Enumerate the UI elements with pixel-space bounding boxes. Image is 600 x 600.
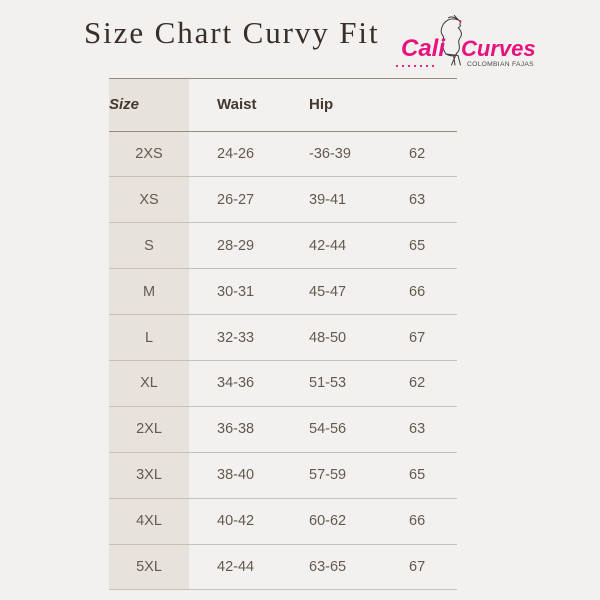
svg-text:Curves: Curves bbox=[461, 36, 536, 61]
svg-text:Cali: Cali bbox=[401, 35, 446, 62]
svg-text:COLOMBIAN FAJAS: COLOMBIAN FAJAS bbox=[467, 61, 534, 68]
